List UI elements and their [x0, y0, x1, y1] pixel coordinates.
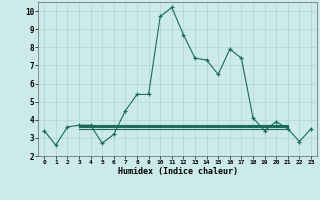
X-axis label: Humidex (Indice chaleur): Humidex (Indice chaleur) [118, 167, 238, 176]
